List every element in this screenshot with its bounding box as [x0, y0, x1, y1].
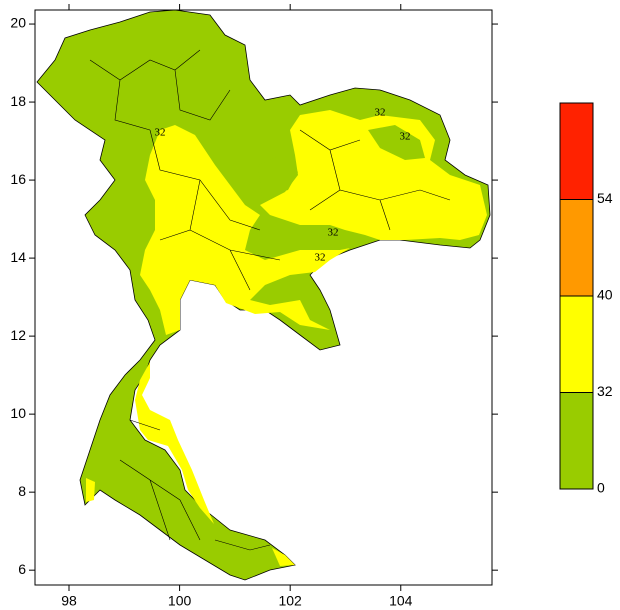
colorbar-label: 0: [597, 480, 605, 496]
colorbar-segment: [559, 199, 594, 297]
province-borders: [89, 49, 451, 551]
y-tick-label: 8: [18, 483, 26, 499]
x-tick-label: 98: [61, 593, 77, 609]
contour-label: 32: [375, 107, 386, 119]
colorbar-segment: [559, 392, 594, 490]
y-tick-label: 12: [10, 327, 26, 343]
colorbar-label: 54: [597, 190, 613, 206]
contour-yellow: [260, 110, 487, 240]
contour-yellow: [272, 548, 295, 566]
colorbar-segment: [559, 102, 594, 200]
contour-yellow: [140, 125, 350, 335]
y-tick-label: 6: [18, 561, 26, 577]
contour-green: [368, 125, 425, 160]
y-tick-label: 14: [10, 249, 26, 265]
y-tick-label: 18: [10, 93, 26, 109]
contour-yellow: [86, 478, 95, 502]
y-tick-label: 10: [10, 405, 26, 421]
colorbar-label: 32: [597, 383, 613, 399]
colorbar-label: 40: [597, 287, 613, 303]
contour-label: 32: [155, 127, 166, 139]
contour-yellow: [135, 362, 214, 524]
contour-label: 32: [400, 131, 411, 143]
x-tick-label: 104: [389, 593, 413, 609]
contour-green: [258, 155, 298, 198]
x-tick-label: 100: [168, 593, 192, 609]
y-tick-label: 16: [10, 171, 26, 187]
x-tick-label: 102: [278, 593, 302, 609]
contour-label: 32: [328, 227, 339, 239]
colorbar-segment: [559, 295, 594, 393]
y-tick-label: 20: [10, 15, 26, 31]
contour-label: 32: [315, 252, 326, 264]
country-map: [36, 9, 491, 581]
